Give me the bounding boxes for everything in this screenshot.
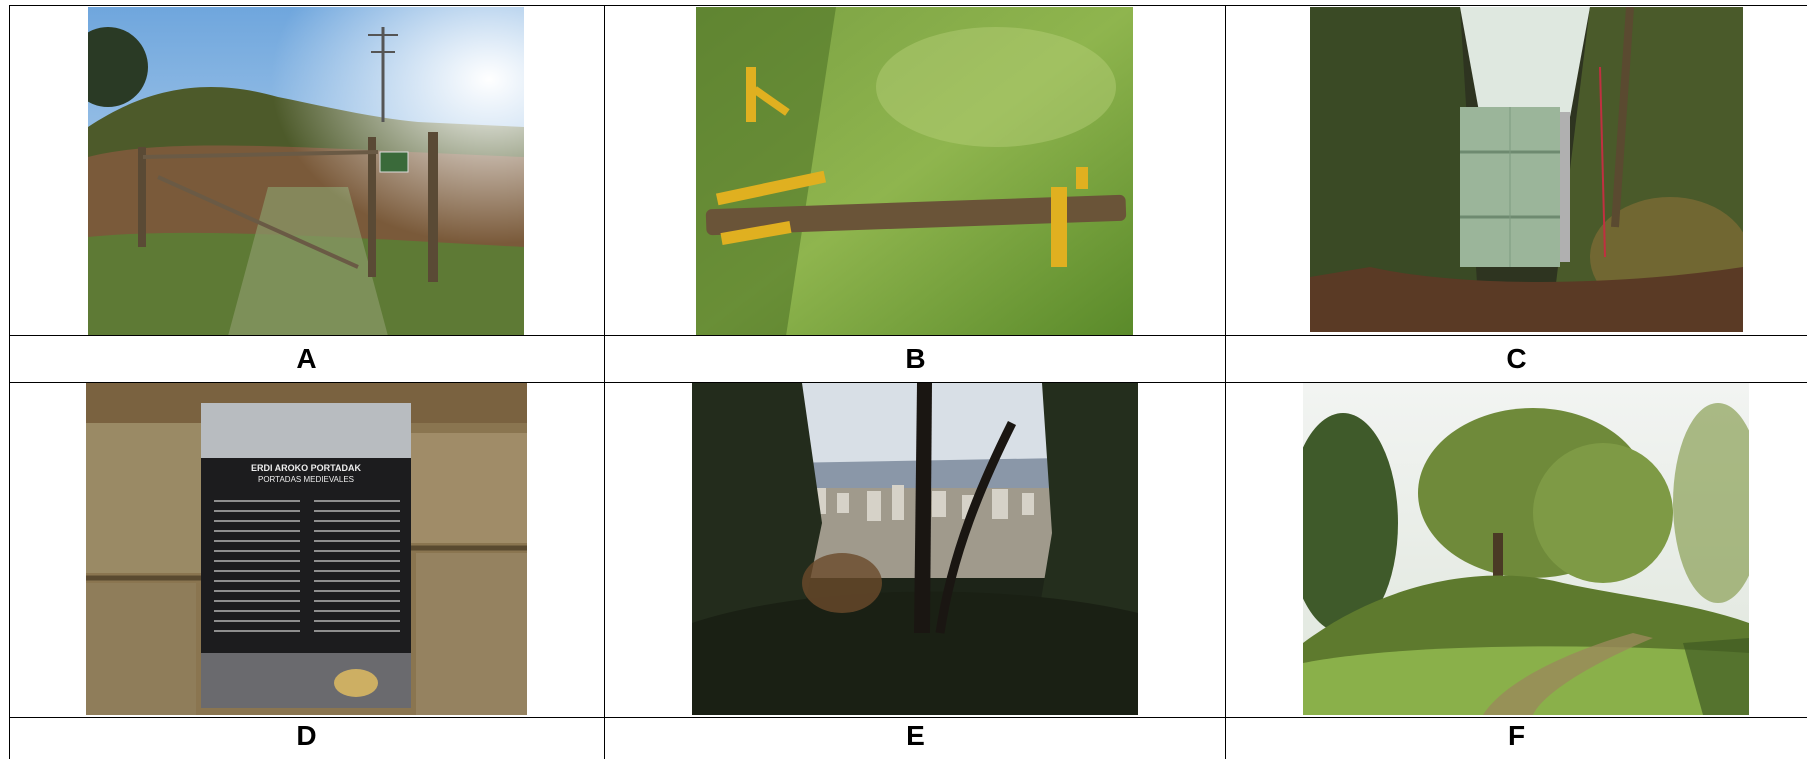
photo-b — [696, 7, 1133, 336]
sign-title-spanish: PORTADAS MEDIEVALES — [258, 475, 354, 484]
panel-label-e: E — [906, 720, 925, 751]
table-row-rule-3 — [9, 717, 1807, 718]
sign-title-basque: ERDI AROKO PORTADAK — [251, 463, 362, 473]
table-border-top — [9, 5, 1807, 6]
figure-table: A B — [9, 5, 1807, 759]
panel-label-d: D — [296, 720, 317, 751]
photo-f-grassy-mound-image — [1303, 383, 1749, 715]
photo-d-info-sign-image: ERDI AROKO PORTADAK PORTADAS MEDIEVALES — [86, 383, 527, 715]
photo-f — [1303, 383, 1749, 715]
photo-b-broken-posts-image — [696, 7, 1133, 336]
photo-a — [88, 7, 524, 336]
panel-label-a: A — [296, 343, 317, 374]
photo-e-city-view-image — [692, 383, 1138, 715]
photo-c — [1310, 7, 1743, 332]
photo-e — [692, 383, 1138, 715]
panel-label-f: F — [1507, 720, 1526, 751]
table-row-rule-1 — [9, 335, 1807, 336]
panel-label-b: B — [905, 343, 926, 374]
panel-label-c: C — [1506, 343, 1527, 374]
photo-d: ERDI AROKO PORTADAK PORTADAS MEDIEVALES — [86, 383, 527, 715]
photo-a-gate-image — [88, 7, 524, 336]
table-row-rule-2 — [9, 382, 1807, 383]
photo-c-wooden-door-image — [1310, 7, 1743, 332]
